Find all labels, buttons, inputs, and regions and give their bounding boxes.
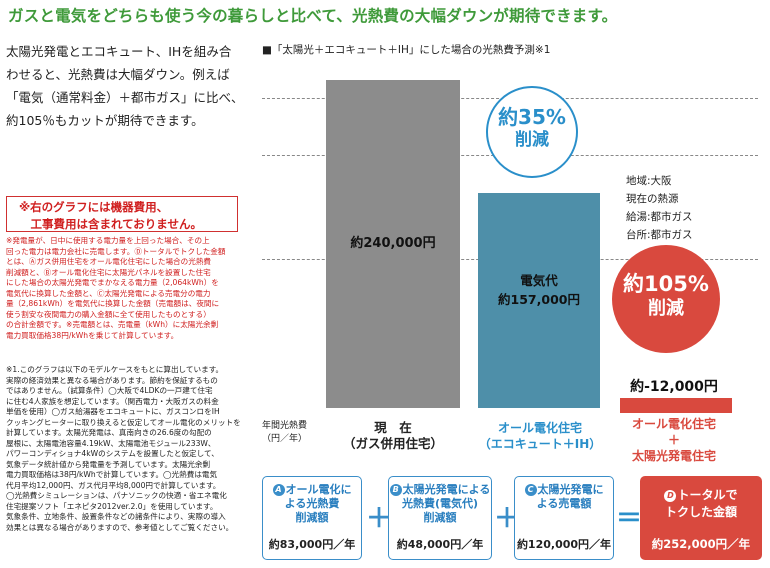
bar-all-electric <box>478 193 600 408</box>
condition-item: 台所:都市ガス <box>626 229 693 241</box>
plus-icon: ＋ <box>366 504 393 534</box>
reduction-badge-105: 約105% 削減 <box>612 245 720 353</box>
footnote-line: クッキングヒーターに取り換えると仮定してオール電化のメリットを <box>6 417 241 427</box>
intro-line: 「電気（通常料金）＋都市ガス」に比べ、 <box>6 90 244 105</box>
summary-box-d: D トータルで トクした金額 約252,000円／年 <box>640 476 762 560</box>
footnote-line: 使う割安な夜間電力の購入金額に全て使用したものとする） <box>6 309 211 319</box>
bar-label-solar: 約-12,000円 <box>630 379 718 395</box>
summary-text: トクした金額 <box>664 505 737 519</box>
footnote-line: 屋根に、太陽電池容量4.19kW、太陽電池モジュール233W、 <box>6 438 216 448</box>
category-line: 現 在 <box>374 420 412 435</box>
summary-text: よる光熱費 <box>284 497 340 510</box>
category-line: （エコキュート＋IH） <box>478 437 602 451</box>
summary-text: B 太陽光発電による <box>389 483 491 497</box>
letter-c-icon: C <box>524 484 537 496</box>
letter-b-icon: B <box>389 484 402 496</box>
category-line: ＋ <box>667 433 680 447</box>
footnote-line: 気象条件、立地条件、設置条件などの諸条件により、実際の導入 <box>6 512 226 521</box>
footnote-line: とは、Ⓐガス併用住宅をオール電化住宅にした場合の光熱費 <box>6 257 212 266</box>
footnote-line: パワーコンディショナ4kWのシステムを設置したと仮定して、 <box>6 449 219 458</box>
footnote-line: ではありません。（試算条件）◯大阪で4LDKの一戸建て住宅 <box>6 386 213 395</box>
cost-warning-box: ※右のグラフには機器費用、 工事費用は含まれておりません。 <box>6 196 238 232</box>
category-solar: オール電化住宅 ＋ 太陽光発電住宅 <box>612 416 736 464</box>
letter-d-icon: D <box>664 490 677 502</box>
footnote-line: 代月平均12,000円、ガス代月平均8,000円で計算しています。 <box>6 480 221 490</box>
summary-box-c: C 太陽光発電に よる売電額 約120,000円／年 <box>514 476 614 560</box>
summary-box-a: A オール電化に よる光熱費 削減額 約83,000円／年 <box>262 476 362 560</box>
bar-current <box>326 80 460 408</box>
category-current: 現 在 （ガス併用住宅） <box>326 420 460 452</box>
bar-label-line: 電気代 <box>520 273 558 288</box>
badge-text: 約35% <box>498 105 566 129</box>
category-line: （ガス併用住宅） <box>342 436 443 451</box>
footnote-line: 計算しています。太陽光発電は、真南向きの26.6度の勾配の <box>6 428 212 437</box>
bar-label-line: 約157,000円 <box>498 292 580 307</box>
summary-text: 削減額 <box>295 511 329 524</box>
footnote-line: ◯光熱費シミュレーションは、パナソニックの快適・省エネ電化 <box>6 491 227 500</box>
bar-label-current: 約240,000円 <box>350 236 436 251</box>
intro-line: わせると、光熱費は大幅ダウン。例えば <box>6 67 230 82</box>
conditions-list: 地域:大阪 現在の熱源 給湯:都市ガス 台所:都市ガス <box>626 172 693 244</box>
category-all-electric: オール電化住宅 （エコキュート＋IH） <box>470 420 610 452</box>
footnote-line: 回った電力は電力会社に売電します。Ⓓトータルでトクした金額 <box>6 246 226 256</box>
summary-value: 約48,000円／年 <box>396 538 484 551</box>
footnote-line: 量（2,861kWh）を電気代に換算した金額（売電額は、夜間に <box>6 299 220 308</box>
footnote-line: 住宅提案ソフト「エネピタ2012ver.2.0」を使用しています。 <box>6 501 218 511</box>
intro-line: 太陽光発電とエコキュート、IHを組み合 <box>6 44 232 59</box>
summary-text: A オール電化に <box>263 483 361 497</box>
footnote-line: に住む4人家族を想定しています。（関西電力・大阪ガスの料金 <box>6 396 219 406</box>
intro-text: 太陽光発電とエコキュート、IHを組み合 わせると、光熱費は大幅ダウン。例えば 「… <box>6 40 246 132</box>
summary-box-b: B 太陽光発電による 光熱費(電気代) 削減額 約48,000円／年 <box>388 476 492 560</box>
intro-line: 約105％もカットが期待できます。 <box>6 113 204 128</box>
footnote-line: 効果とは異なる場合がありますので、参考値としてご覧ください。 <box>6 522 234 532</box>
footnote-line: 電力買取価格は38円/kWhで計算しています。◯光熱費は電気 <box>6 470 218 479</box>
footnote-line: 単価を使用）◯ガス給湯器をエコキュートに、ガスコンロをIH <box>6 407 220 416</box>
footnote-line: の合計金額です。※売電額とは、売電量（kWh）に太陽光余剰 <box>6 320 219 329</box>
axis-label-line: （円／年） <box>262 434 308 444</box>
footnote-line: 実際の経済効果と異なる場合があります。節約を保証するもの <box>6 375 218 385</box>
summary-value: 約252,000円／年 <box>651 537 751 551</box>
warning-line: 工事費用は含まれておりません。 <box>19 217 202 231</box>
category-line: オール電化住宅 <box>497 421 582 435</box>
badge-text: 約105% <box>623 272 709 296</box>
summary-text: D トータルで <box>641 487 761 504</box>
summary-text: よる売電額 <box>536 497 592 510</box>
category-line: オール電化住宅 <box>631 417 716 431</box>
footnote-line: 電力買取価格38円/kWhを乗じて計算しています。 <box>6 330 179 340</box>
axis-label-line: 年間光熱費 <box>262 421 308 431</box>
footnote-line: ※1.このグラフは以下のモデルケースをもとに算出しています。 <box>6 365 224 374</box>
warning-line: ※右のグラフには機器費用、 <box>19 200 169 214</box>
red-footnote: ※発電量が、日中に使用する電力量を上回った場合、その上 回った電力は電力会社に売電… <box>6 236 242 341</box>
letter-a-icon: A <box>272 484 285 496</box>
condition-item: 給湯:都市ガス <box>626 211 693 223</box>
y-axis-label: 年間光熱費 （円／年） <box>262 420 307 446</box>
footnote-line: にした場合の太陽光発電でまかなえる電力量（2,064kWh）を <box>6 278 219 287</box>
summary-value: 約120,000円／年 <box>516 538 612 551</box>
bar-solar <box>620 398 732 413</box>
summary-text: 光熱費(電気代) <box>401 497 479 510</box>
equals-icon: ＝ <box>616 504 643 534</box>
reduction-badge-35: 約35% 削減 <box>486 86 578 178</box>
headline: ガスと電気をどちらも使う今の暮らしと比べて、光熱費の大幅ダウンが期待できます。 <box>8 7 618 25</box>
footnote-line: 電気代に換算した金額と、Ⓒ太陽光発電による売電分の電力 <box>6 288 211 298</box>
summary-value: 約83,000円／年 <box>268 538 356 551</box>
condition-item: 地域:大阪 <box>626 175 672 187</box>
category-line: 太陽光発電住宅 <box>631 449 716 463</box>
footnote-line: 削減額と、Ⓑオール電化住宅に太陽光パネルを設置した住宅 <box>6 267 211 277</box>
condition-item: 現在の熱源 <box>626 193 679 205</box>
summary-text: 削減額 <box>423 511 457 524</box>
model-case-footnote: ※1.このグラフは以下のモデルケースをもとに算出しています。 実際の経済効果と異な… <box>6 365 242 533</box>
bar-label-all-electric: 電気代 約157,000円 <box>478 271 600 309</box>
summary-text: C 太陽光発電に <box>515 483 613 497</box>
badge-text: 削減 <box>648 298 684 319</box>
chart-title: ■「太陽光＋エコキュート＋IH」にした場合の光熱費予測※1 <box>262 44 551 56</box>
badge-text: 削減 <box>515 130 549 150</box>
footnote-line: ※発電量が、日中に使用する電力量を上回った場合、その上 <box>6 236 210 245</box>
footnote-line: 気象データ統計値から発電量を予測しています。太陽光余剰 <box>6 459 211 469</box>
